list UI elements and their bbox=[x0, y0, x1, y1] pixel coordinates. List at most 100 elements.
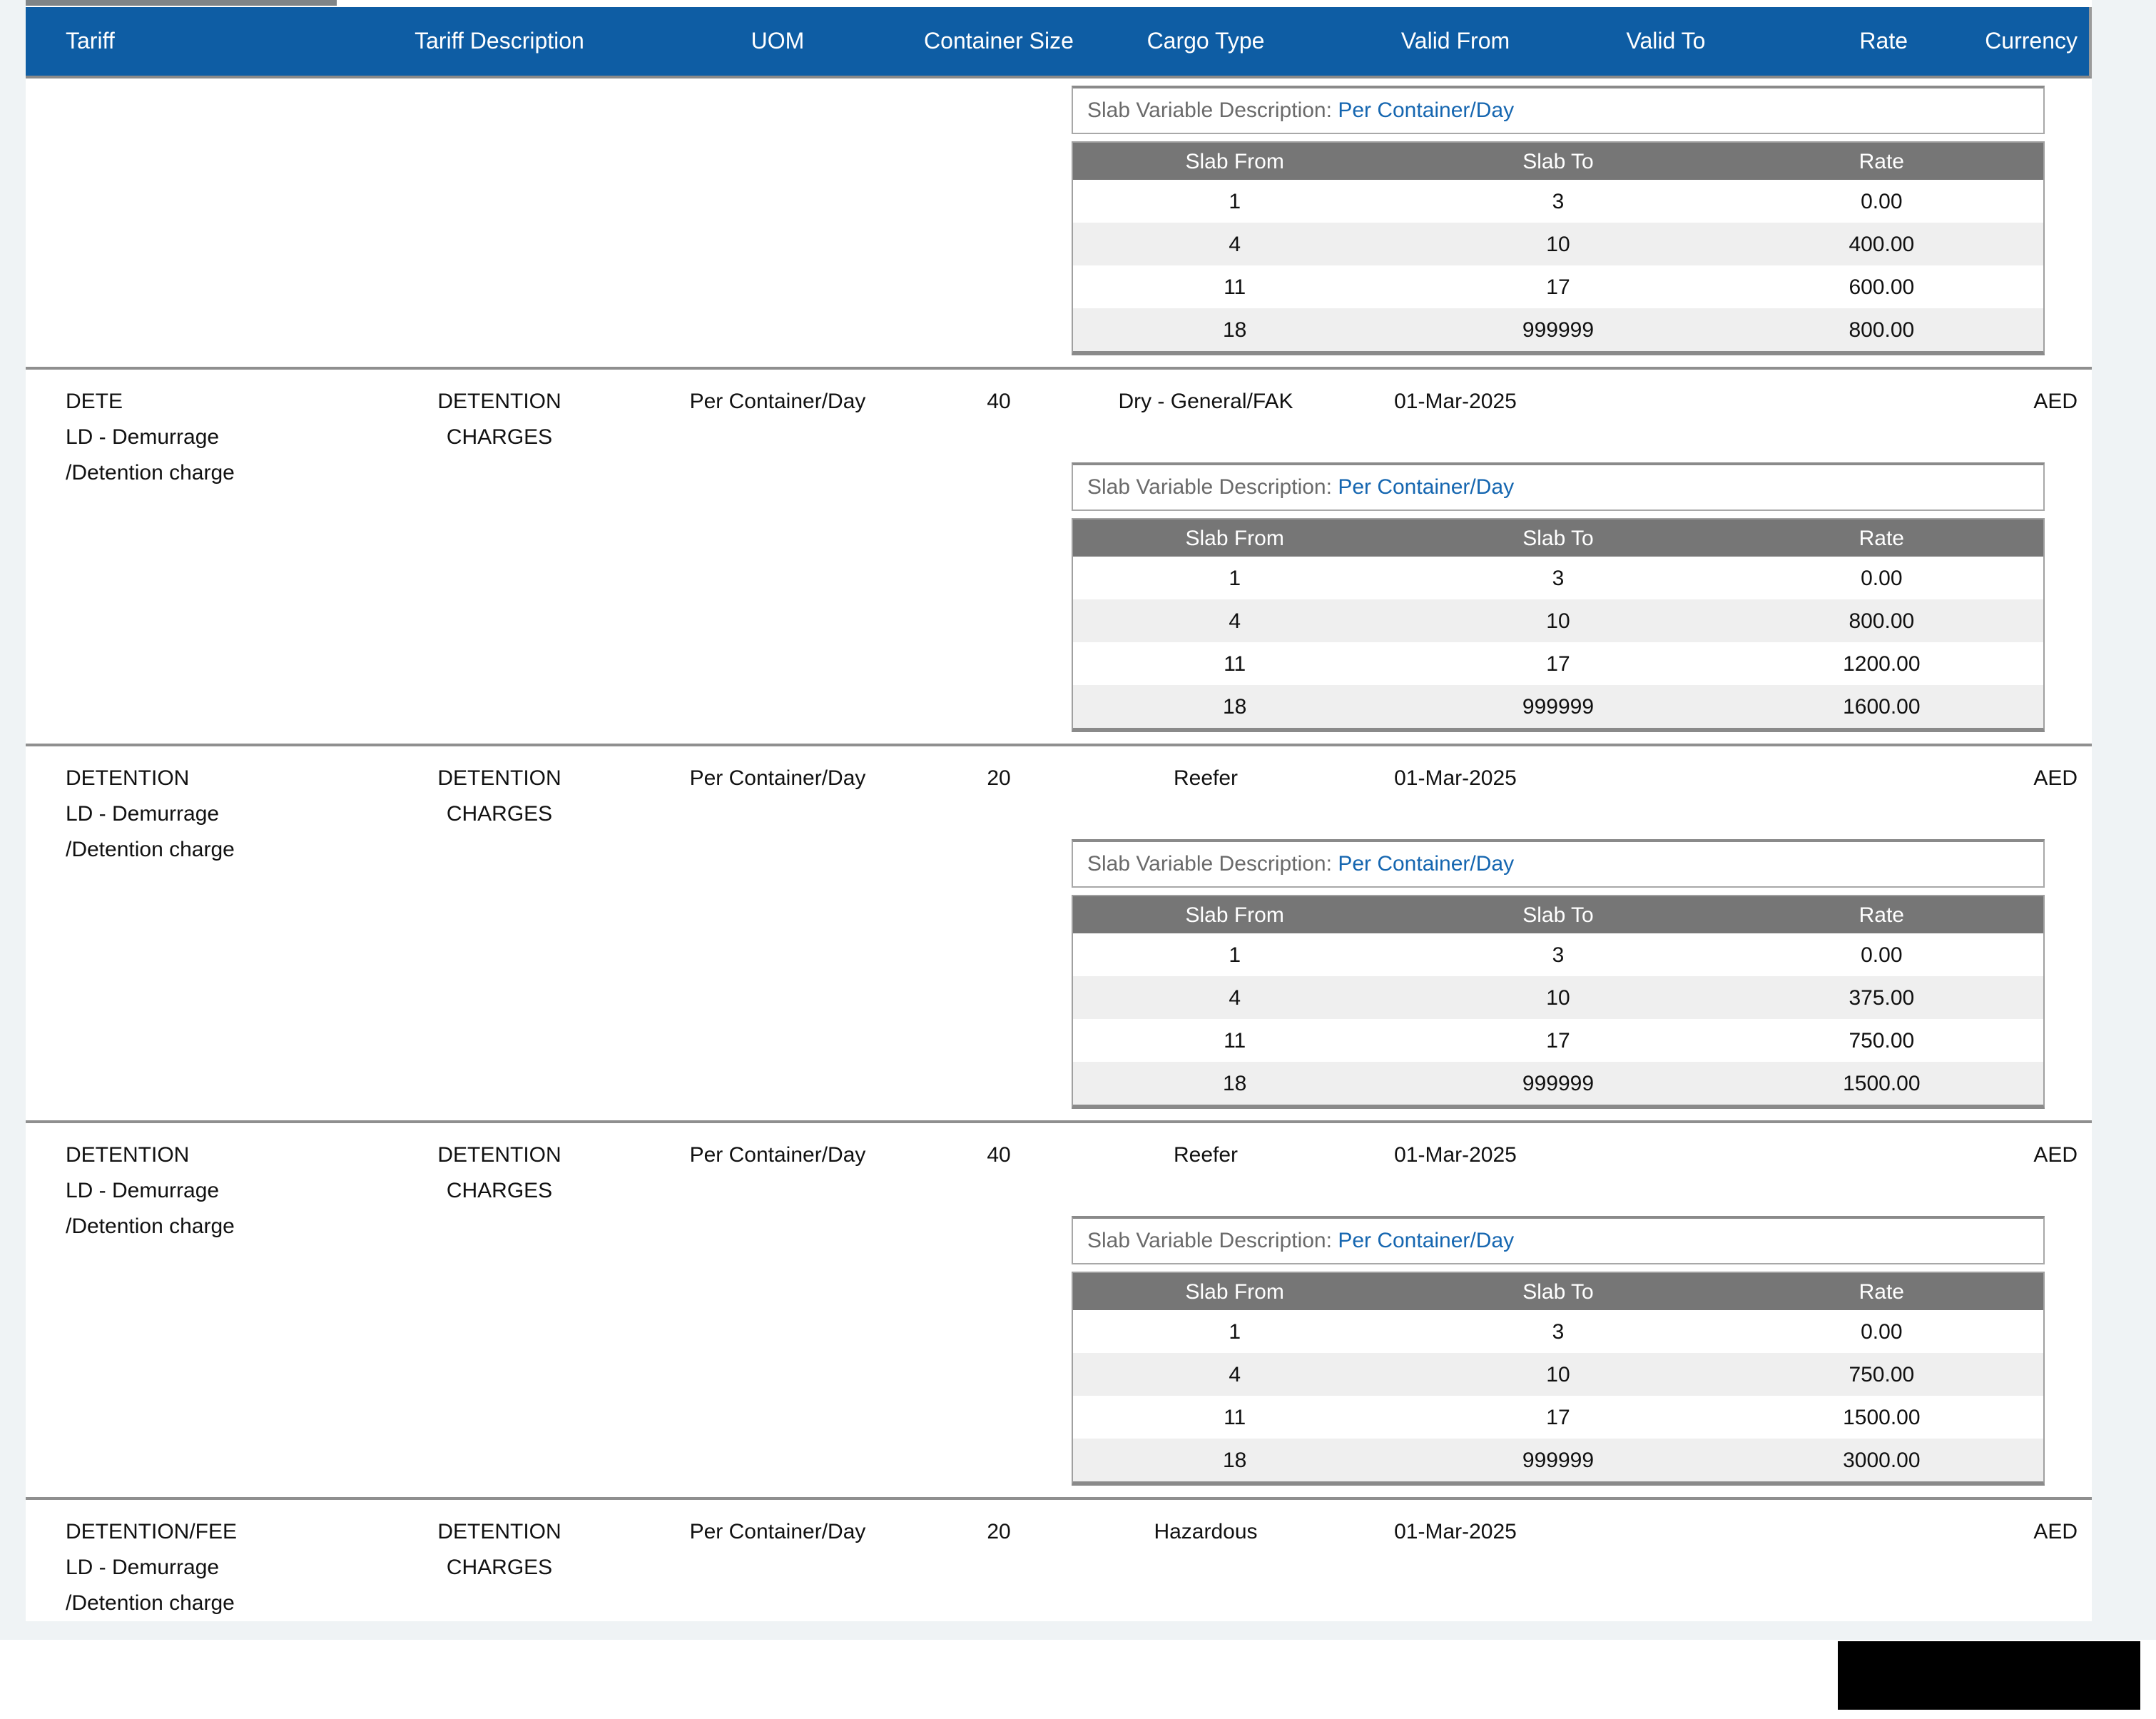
redaction-box bbox=[1838, 1641, 2140, 1709]
slab-from-value: 18 bbox=[1222, 1071, 1247, 1095]
slab-variable-link[interactable]: Per Container/Day bbox=[1338, 475, 1515, 500]
cargo-type-cell: Reefer bbox=[1173, 1143, 1239, 1167]
slab-from-value: 18 bbox=[1222, 1448, 1247, 1472]
uom-cell: Per Container/Day bbox=[689, 766, 866, 791]
slab-row: 11 17 1200.00 bbox=[1073, 642, 2043, 685]
cargo-type-cell: Hazardous bbox=[1154, 1520, 1258, 1544]
tariff-description-line: CHARGES bbox=[446, 802, 553, 826]
currency-cell: AED bbox=[2033, 1143, 2078, 1167]
slab-row: 18 999999 1500.00 bbox=[1073, 1062, 2043, 1105]
cargo-type-cell: Reefer bbox=[1173, 766, 1239, 791]
slab-to-header: Slab To bbox=[1522, 903, 1594, 927]
column-header-container-size: Container Size bbox=[924, 29, 1074, 54]
valid-to-cell bbox=[1584, 384, 1748, 491]
valid-from-cell: 01-Mar-2025 bbox=[1394, 1143, 1517, 1167]
valid-from-cell: 01-Mar-2025 bbox=[1394, 1520, 1517, 1544]
valid-to-cell bbox=[1584, 1514, 1748, 1621]
slab-variable-description: Slab Variable Description: Per Container… bbox=[1072, 462, 2045, 511]
slab-from-header: Slab From bbox=[1185, 903, 1284, 927]
currency-cell: AED bbox=[2033, 390, 2078, 414]
slab-row: 18 999999 800.00 bbox=[1073, 308, 2043, 351]
rate-cell bbox=[1748, 1514, 1919, 1621]
slab-row: 4 10 400.00 bbox=[1073, 223, 2043, 265]
footer-strip bbox=[0, 1639, 2156, 1719]
currency-cell: AED bbox=[2033, 1520, 2078, 1544]
slab-to-header: Slab To bbox=[1522, 526, 1594, 550]
table-header-row: Tariff Tariff Description UOM Container … bbox=[26, 7, 2092, 78]
slab-rate-header: Rate bbox=[1858, 526, 1904, 550]
slab-from-header: Slab From bbox=[1185, 149, 1284, 173]
slab-panel: Slab Variable Description: Per Container… bbox=[1072, 1216, 2045, 1486]
slab-rate-value: 400.00 bbox=[1849, 232, 1915, 256]
slab-rate-value: 3000.00 bbox=[1843, 1448, 1921, 1472]
slab-rate-value: 1500.00 bbox=[1843, 1405, 1921, 1429]
slab-rate-header: Rate bbox=[1858, 903, 1904, 927]
slab-to-value: 999999 bbox=[1522, 694, 1595, 719]
tariff-description-line: CHARGES bbox=[446, 1179, 553, 1203]
slab-row: 11 17 1500.00 bbox=[1073, 1396, 2043, 1439]
slab-variable-link[interactable]: Per Container/Day bbox=[1338, 1229, 1515, 1253]
slab-to-value: 999999 bbox=[1522, 1071, 1595, 1095]
slab-rate-value: 0.00 bbox=[1861, 1319, 1903, 1344]
slab-rate-value: 0.00 bbox=[1861, 943, 1903, 967]
rate-cell bbox=[1748, 761, 1919, 868]
uom-cell: Per Container/Day bbox=[689, 1520, 866, 1544]
slab-from-value: 4 bbox=[1229, 1362, 1241, 1386]
tariff-description-cell: DETENTION CHARGES bbox=[357, 1514, 642, 1621]
tariff-description-line: CHARGES bbox=[446, 1556, 553, 1580]
slab-panel: Slab Variable Description: Per Container… bbox=[1072, 839, 2045, 1109]
tariff-line: LD - Demurrage bbox=[66, 425, 220, 450]
slab-variable-description-label: Slab Variable Description: bbox=[1087, 475, 1332, 500]
slab-variable-description-label: Slab Variable Description: bbox=[1087, 852, 1332, 876]
slab-from-value: 4 bbox=[1229, 985, 1241, 1010]
slab-table: Slab From Slab To Rate 1 3 0.00 4 10 400.00 11 17 6… bbox=[1072, 141, 2045, 355]
valid-from-cell: 01-Mar-2025 bbox=[1394, 390, 1517, 414]
tariff-description-line: DETENTION bbox=[437, 1143, 561, 1167]
header-top-strip bbox=[26, 0, 337, 6]
slab-rate-value: 1600.00 bbox=[1843, 694, 1921, 719]
slab-panel: Slab Variable Description: Per Container… bbox=[1072, 86, 2045, 355]
slab-row: 18 999999 1600.00 bbox=[1073, 685, 2043, 728]
valid-from-cell: 01-Mar-2025 bbox=[1394, 766, 1517, 791]
slab-from-value: 1 bbox=[1229, 1319, 1241, 1344]
slab-variable-link[interactable]: Per Container/Day bbox=[1338, 98, 1515, 123]
tariff-cell: DETE LD - Demurrage/Detention charge bbox=[26, 384, 357, 491]
slab-row: 4 10 800.00 bbox=[1073, 599, 2043, 642]
tariff-description-line: DETENTION bbox=[437, 1520, 561, 1544]
slab-variable-description: Slab Variable Description: Per Container… bbox=[1072, 86, 2045, 134]
column-header-uom: UOM bbox=[751, 29, 805, 54]
slab-table-header: Slab From Slab To Rate bbox=[1073, 519, 2043, 557]
slab-variable-description-label: Slab Variable Description: bbox=[1087, 1229, 1332, 1253]
slab-panel: Slab Variable Description: Per Container… bbox=[1072, 462, 2045, 732]
currency-cell: AED bbox=[2033, 766, 2078, 791]
slab-variable-link[interactable]: Per Container/Day bbox=[1338, 852, 1515, 876]
tariff-row: DETENTION LD - Demurrage/Detention charge… bbox=[26, 744, 2092, 1109]
slab-rate-value: 0.00 bbox=[1861, 566, 1903, 590]
slab-from-value: 11 bbox=[1224, 275, 1246, 299]
slab-from-value: 11 bbox=[1224, 651, 1246, 676]
column-header-rate: Rate bbox=[1859, 29, 1908, 54]
slab-from-value: 1 bbox=[1229, 189, 1241, 213]
rate-cell bbox=[1748, 384, 1919, 491]
slab-row: 1 3 0.00 bbox=[1073, 933, 2043, 976]
slab-rate-value: 1500.00 bbox=[1843, 1071, 1921, 1095]
tariff-line: DETENTION bbox=[66, 766, 190, 791]
slab-to-value: 3 bbox=[1552, 943, 1565, 967]
slab-table: Slab From Slab To Rate 1 3 0.00 4 10 375.00 11 17 7… bbox=[1072, 895, 2045, 1109]
column-header-currency: Currency bbox=[1985, 29, 2078, 54]
slab-rate-value: 375.00 bbox=[1849, 985, 1915, 1010]
slab-to-value: 10 bbox=[1546, 985, 1570, 1010]
slab-row: 1 3 0.00 bbox=[1073, 180, 2043, 223]
tariff-cell: DETENTION LD - Demurrage/Detention charge bbox=[26, 761, 357, 868]
slab-to-value: 10 bbox=[1546, 1362, 1570, 1386]
tariff-line: DETE bbox=[66, 390, 123, 414]
slab-variable-description: Slab Variable Description: Per Container… bbox=[1072, 1216, 2045, 1264]
tariff-line: /Detention charge bbox=[66, 1591, 235, 1616]
slab-to-value: 3 bbox=[1552, 189, 1565, 213]
tariff-line: /Detention charge bbox=[66, 1215, 235, 1239]
container-size-cell: 20 bbox=[987, 766, 1011, 791]
slab-to-header: Slab To bbox=[1522, 1279, 1594, 1304]
valid-to-cell bbox=[1584, 1137, 1748, 1244]
slab-table: Slab From Slab To Rate 1 3 0.00 4 10 800.00 11 17 1… bbox=[1072, 518, 2045, 732]
slab-to-value: 3 bbox=[1552, 566, 1565, 590]
